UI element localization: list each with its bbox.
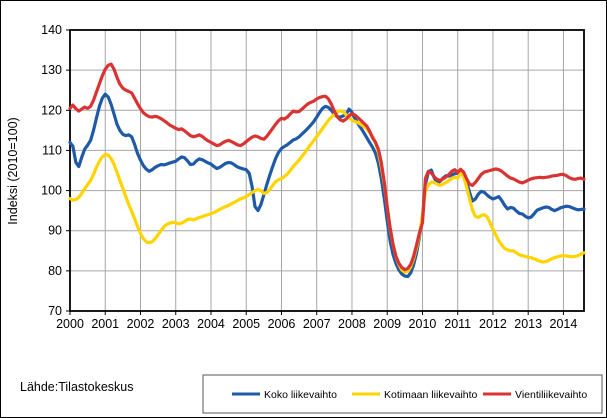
x-tick-label: 2003 [162,317,190,331]
series-lines [68,62,586,279]
y-tick-label: 120 [41,103,62,117]
series-line-vientiliikevaihto [68,62,586,272]
y-axis-tick-labels: 70 80 90 100 110 120 130 140 [41,23,62,318]
plot-border [69,29,585,312]
y-tick-label: 130 [41,63,62,77]
legend-box [202,374,603,414]
y-tick-label: 70 [48,304,62,318]
x-tick-label: 2014 [550,317,578,331]
series-line-koko-liikevaihto [68,92,586,279]
x-tick-label: 2000 [56,317,84,331]
source-label: Lähde:Tilastokeskus [20,380,134,394]
x-tick-label: 2008 [338,317,366,331]
gridlines [70,30,584,311]
x-tick-label: 2006 [268,317,296,331]
x-axis-tick-labels: 2000 2001 2002 2003 2004 2005 2006 2007 2008 2009… [56,317,577,331]
y-tick-label: 80 [48,264,62,278]
x-tick-label: 2005 [232,317,260,331]
x-tick-label: 2004 [197,317,225,331]
y-tick-label: 100 [41,184,62,198]
y-tick-label: 110 [42,143,62,157]
x-tick-label: 2012 [479,317,507,331]
legend-label-kotimaan: Kotimaan liikevaihto [384,389,478,401]
x-tick-label: 2010 [409,317,437,331]
x-tick-label: 2007 [303,317,331,331]
x-tick-label: 2009 [373,317,401,331]
x-tick-label: 2002 [127,317,155,331]
legend-label-vienti: Vientiliikevaihto [515,389,587,401]
x-tick-label: 2013 [514,317,542,331]
x-tick-label: 2001 [91,317,119,331]
y-tick-label: 140 [41,23,62,37]
legend: Koko liikevaihto Kotimaan liikevaihto Vi… [202,374,603,414]
x-tick-label: 2011 [444,317,471,331]
legend-label-koko: Koko liikevaihto [264,389,337,401]
y-axis-title: Indeksi (2010=100) [6,117,20,224]
y-tick-label: 90 [48,224,62,238]
series-line-kotimaan-liikevaihto [68,109,586,274]
